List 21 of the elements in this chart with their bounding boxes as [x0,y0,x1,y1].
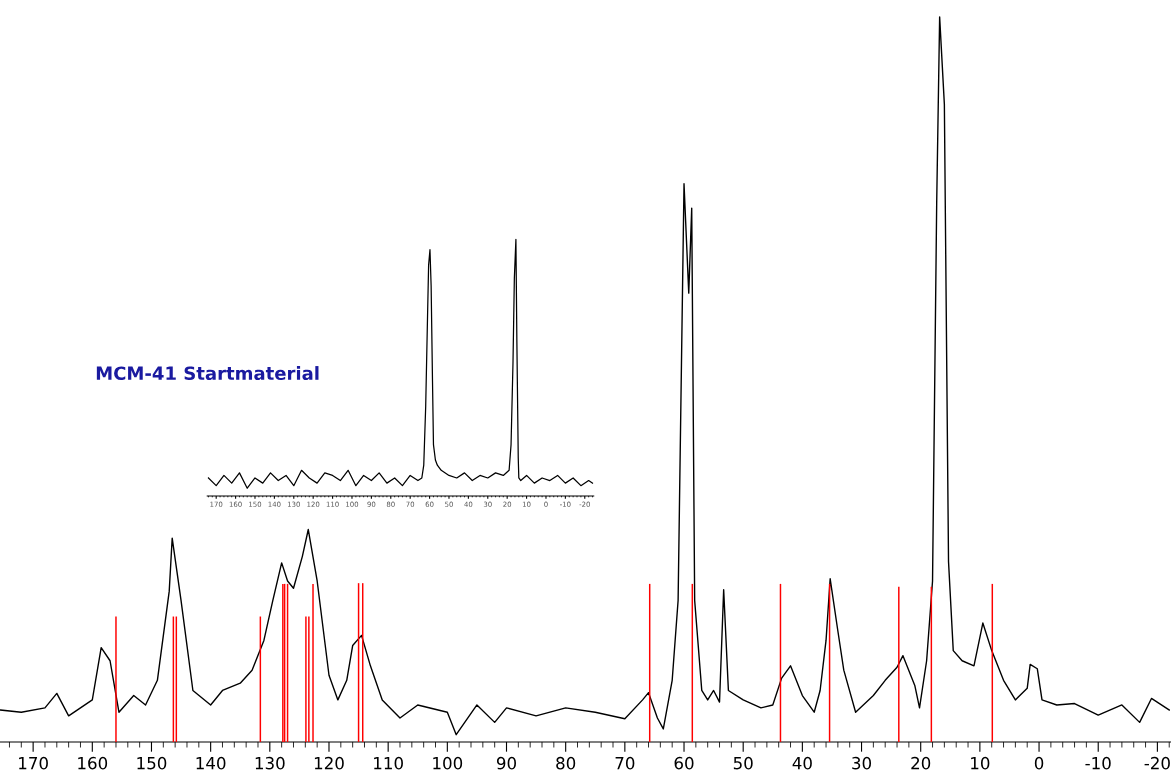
x-tick-label: 170 [19,756,48,770]
x-tick-label: -10 [1085,756,1111,770]
x-tick-label: 10 [971,756,990,770]
x-tick-label: 30 [852,756,872,770]
x-tick-label: 130 [255,756,285,770]
x-tick-label: 40 [792,756,812,770]
text: MCM-41 Startmaterial [96,366,319,381]
x-tick-label: 80 [556,756,576,770]
x-tick-label: 100 [433,756,463,770]
x-tick-label: 110 [374,756,403,770]
x-tick-label: 140 [196,756,226,770]
x-tick-label: 70 [615,756,635,770]
x-tick-label: 150 [137,756,167,770]
x-tick-label: 60 [674,756,694,770]
x-tick-label: -20 [1144,756,1170,770]
x-tick-label: 20 [911,756,931,770]
x-tick-label: 120 [314,756,344,770]
x-tick-label: 90 [496,756,516,770]
x-tick-label: 50 [733,756,753,770]
x-tick-label: 0 [1034,756,1044,770]
x-tick-label: 160 [78,756,108,770]
